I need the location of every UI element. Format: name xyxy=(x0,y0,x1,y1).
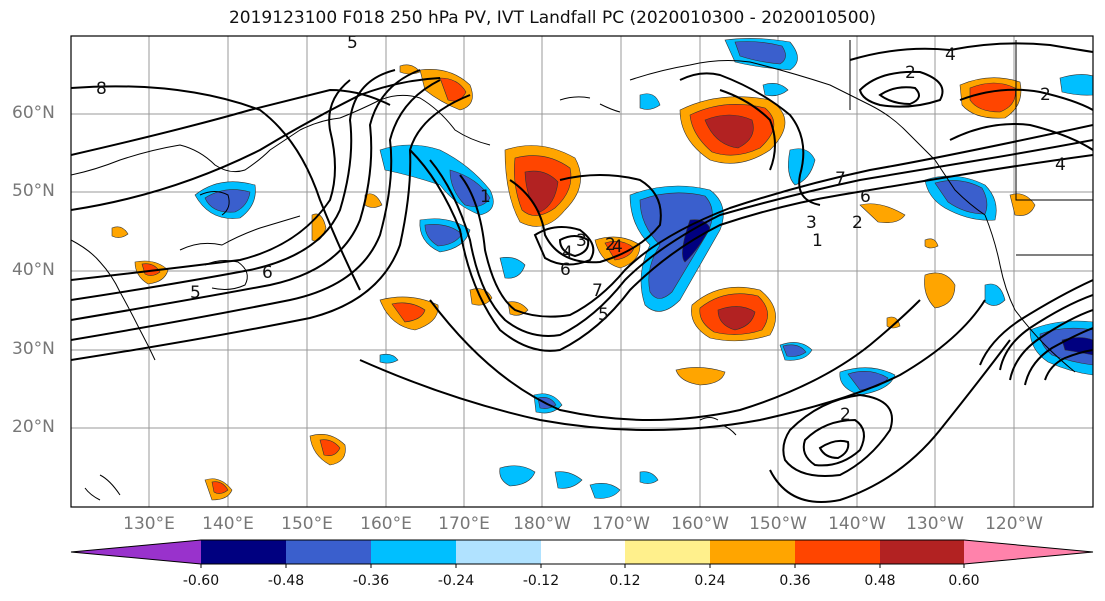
colorbar-segment xyxy=(710,540,795,564)
lon-label: 170°W xyxy=(592,514,650,534)
lon-label: 150°E xyxy=(281,514,333,534)
pv-contours xyxy=(71,42,1093,503)
contour-label: 5 xyxy=(347,33,358,53)
lon-label: 140°E xyxy=(202,514,254,534)
lat-label: 40°N xyxy=(12,260,55,280)
contour-label: 2 xyxy=(905,63,916,83)
colorbar-segment xyxy=(795,540,880,564)
colorbar-extend-high xyxy=(964,540,1093,564)
lon-label: 140°W xyxy=(828,514,886,534)
colorbar-segment xyxy=(286,540,371,564)
colorbar-extend-low xyxy=(71,540,201,564)
lat-label: 60°N xyxy=(12,103,55,123)
colorbar-tick-label: -0.36 xyxy=(352,573,390,589)
colorbar-tick-label: 0.60 xyxy=(948,573,980,589)
contour-label: 1 xyxy=(812,231,823,251)
colorbar-tick-label: 0.12 xyxy=(609,573,641,589)
contour-label: 3 xyxy=(806,213,817,233)
contour-label: 2 xyxy=(1040,85,1051,105)
colorbar-segment xyxy=(456,540,541,564)
contour-label: 1 xyxy=(480,187,491,207)
lat-label: 50°N xyxy=(12,181,55,201)
lat-label: 20°N xyxy=(12,417,55,437)
colorbar-tick-label: 0.36 xyxy=(779,573,811,589)
contour-label: 2 xyxy=(840,405,851,425)
contour-label: 8 xyxy=(96,79,107,99)
colorbar-tick-label: -0.48 xyxy=(267,573,305,589)
positive-anomaly-patches xyxy=(111,64,1036,501)
contour-label: 6 xyxy=(262,263,273,283)
lon-label: 130°E xyxy=(123,514,175,534)
lon-label: 160°W xyxy=(671,514,729,534)
lon-label: 120°W xyxy=(985,514,1043,534)
plot-frame xyxy=(70,35,1094,508)
contour-label: 7 xyxy=(592,281,603,301)
contour-label: 6 xyxy=(860,187,871,207)
colorbar-segment xyxy=(625,540,710,564)
colorbar-tick-label: -0.24 xyxy=(437,573,475,589)
contour-label: 2 xyxy=(605,235,616,255)
lon-label: 180°W xyxy=(513,514,571,534)
contour-label: 6 xyxy=(560,260,571,280)
contour-label: 2 xyxy=(852,213,863,233)
contour-label: 7 xyxy=(835,169,846,189)
colorbar-tick-label: -0.60 xyxy=(182,573,220,589)
lon-label: 160°E xyxy=(360,514,412,534)
lat-label: 30°N xyxy=(12,339,55,359)
contour-label: 4 xyxy=(1055,155,1066,175)
colorbar xyxy=(70,539,1094,568)
contour-label: 3 xyxy=(576,231,587,251)
lon-label: 170°E xyxy=(438,514,490,534)
map-title: 2019123100 F018 250 hPa PV, IVT Landfall… xyxy=(228,8,876,28)
contour-label: 4 xyxy=(612,237,623,257)
lon-label: 130°W xyxy=(906,514,964,534)
colorbar-segment xyxy=(371,540,456,564)
contour-labels: 8 5 6 5 4 3 2 1 4 6 7 5 7 6 3 2 1 2 4 2 … xyxy=(96,33,1066,425)
colorbar-segment xyxy=(541,540,625,564)
contour-label: 4 xyxy=(562,243,573,263)
colorbar-segment xyxy=(880,540,964,564)
lon-label: 150°W xyxy=(749,514,807,534)
contour-label: 4 xyxy=(945,45,956,65)
colorbar-segment xyxy=(201,540,286,564)
contour-label: 5 xyxy=(598,305,609,325)
colorbar-tick-label: 0.48 xyxy=(864,573,896,589)
contour-label: 5 xyxy=(190,283,201,303)
graticule xyxy=(71,36,1093,507)
colorbar-tick-label: -0.12 xyxy=(522,573,560,589)
colorbar-tick-label: 0.24 xyxy=(694,573,726,589)
